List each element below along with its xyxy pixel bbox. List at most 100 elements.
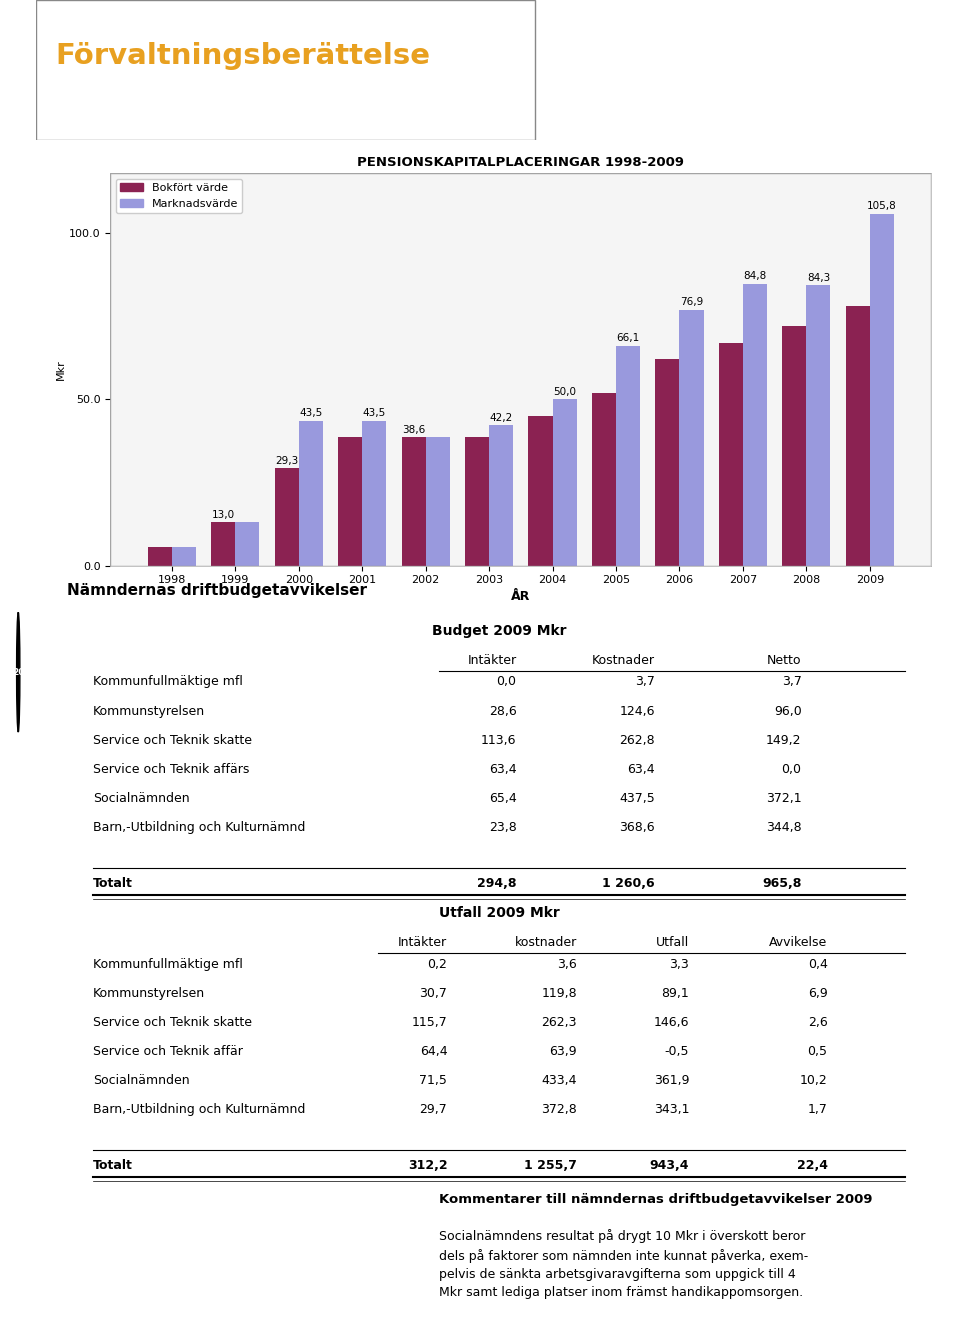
Text: Kommunfullmäktige mfl: Kommunfullmäktige mfl: [93, 957, 243, 970]
Text: 343,1: 343,1: [654, 1103, 689, 1117]
Text: 89,1: 89,1: [661, 986, 689, 1000]
Text: 6,9: 6,9: [807, 986, 828, 1000]
Bar: [616, 346, 640, 566]
Bar: [743, 284, 767, 566]
Text: 64,4: 64,4: [420, 1045, 447, 1058]
Text: 0,4: 0,4: [807, 957, 828, 970]
Bar: [211, 523, 235, 566]
Text: 0,0: 0,0: [781, 763, 802, 776]
Legend: Bokfört värde, Marknadsvärde: Bokfört värde, Marknadsvärde: [116, 178, 242, 213]
Bar: [172, 547, 196, 566]
Text: Utfall 2009 Mkr: Utfall 2009 Mkr: [439, 906, 560, 920]
Text: 262,8: 262,8: [619, 733, 655, 747]
Text: 3,6: 3,6: [557, 957, 577, 970]
Text: 43,5: 43,5: [363, 409, 386, 418]
Text: ÅRSREDOVISNING: ÅRSREDOVISNING: [13, 447, 23, 538]
Text: Totalt: Totalt: [93, 877, 133, 889]
Text: Kommunfullmäktige mfl: Kommunfullmäktige mfl: [93, 675, 243, 688]
Text: 63,9: 63,9: [549, 1045, 577, 1058]
Text: 23,8: 23,8: [489, 821, 516, 835]
Text: Service och Teknik skatte: Service och Teknik skatte: [93, 733, 252, 747]
Text: 372,8: 372,8: [541, 1103, 577, 1117]
Text: 119,8: 119,8: [541, 986, 577, 1000]
Text: 50,0: 50,0: [553, 386, 576, 397]
Text: 29,3: 29,3: [276, 455, 299, 466]
Text: 361,9: 361,9: [654, 1074, 689, 1087]
Text: 42,2: 42,2: [490, 413, 513, 423]
Bar: [275, 469, 299, 566]
Text: 3,7: 3,7: [635, 675, 655, 688]
Bar: [338, 437, 362, 566]
Text: Socialnämnden: Socialnämnden: [93, 792, 190, 805]
Text: 0,0: 0,0: [496, 675, 516, 688]
Text: 113,6: 113,6: [481, 733, 516, 747]
Bar: [299, 421, 323, 566]
Bar: [782, 326, 806, 566]
Text: 344,8: 344,8: [766, 821, 802, 835]
Title: PENSIONSKAPITALPLACERINGAR 1998-2009: PENSIONSKAPITALPLACERINGAR 1998-2009: [357, 156, 684, 169]
Text: 28,6: 28,6: [489, 704, 516, 717]
Text: 149,2: 149,2: [766, 733, 802, 747]
Bar: [870, 213, 894, 566]
Bar: [553, 399, 577, 566]
Text: 96,0: 96,0: [774, 704, 802, 717]
Text: 0,5: 0,5: [807, 1045, 828, 1058]
Text: Avvikelse: Avvikelse: [769, 936, 828, 949]
Bar: [719, 343, 743, 566]
Text: 943,4: 943,4: [650, 1159, 689, 1171]
Text: 63,4: 63,4: [489, 763, 516, 776]
Bar: [362, 421, 386, 566]
Text: Socialnämnden: Socialnämnden: [93, 1074, 190, 1087]
Bar: [465, 437, 489, 566]
Text: 2,6: 2,6: [807, 1016, 828, 1029]
Text: 84,3: 84,3: [806, 273, 830, 282]
Text: 76,9: 76,9: [680, 297, 703, 307]
Text: 13,0: 13,0: [211, 510, 235, 520]
Text: 105,8: 105,8: [867, 201, 897, 212]
Text: 30,7: 30,7: [420, 986, 447, 1000]
Text: 38,6: 38,6: [402, 425, 425, 434]
Text: 66,1: 66,1: [616, 333, 639, 343]
Text: 437,5: 437,5: [619, 792, 655, 805]
Bar: [656, 359, 680, 566]
Text: Intäkter: Intäkter: [468, 654, 516, 667]
FancyBboxPatch shape: [36, 0, 535, 140]
Text: Service och Teknik affärs: Service och Teknik affärs: [93, 763, 250, 776]
Text: 3,3: 3,3: [669, 957, 689, 970]
Y-axis label: Mkr: Mkr: [57, 359, 66, 379]
Text: 115,7: 115,7: [412, 1016, 447, 1029]
Text: 1,7: 1,7: [807, 1103, 828, 1117]
Circle shape: [16, 612, 20, 732]
Bar: [425, 437, 449, 566]
Text: -0,5: -0,5: [664, 1045, 689, 1058]
Text: 43,5: 43,5: [300, 409, 323, 418]
Text: 3,7: 3,7: [781, 675, 802, 688]
Text: Service och Teknik skatte: Service och Teknik skatte: [93, 1016, 252, 1029]
Text: Socialnämndens resultat på drygt 10 Mkr i överskott beror
dels på faktorer som n: Socialnämndens resultat på drygt 10 Mkr …: [439, 1230, 808, 1299]
Text: Budget 2009 Mkr: Budget 2009 Mkr: [432, 624, 566, 638]
Text: Barn,-Utbildning och Kulturnämnd: Barn,-Utbildning och Kulturnämnd: [93, 1103, 305, 1117]
Text: Intäkter: Intäkter: [398, 936, 447, 949]
Text: 433,4: 433,4: [541, 1074, 577, 1087]
Text: 262,3: 262,3: [541, 1016, 577, 1029]
Text: 1 260,6: 1 260,6: [602, 877, 655, 889]
Text: 84,8: 84,8: [743, 270, 766, 281]
Text: Netto: Netto: [767, 654, 802, 667]
Text: Barn,-Utbildning och Kulturnämnd: Barn,-Utbildning och Kulturnämnd: [93, 821, 305, 835]
Bar: [528, 415, 553, 566]
Text: 368,6: 368,6: [619, 821, 655, 835]
Text: Kostnader: Kostnader: [591, 654, 655, 667]
Bar: [489, 426, 514, 566]
Text: 63,4: 63,4: [627, 763, 655, 776]
Text: 372,1: 372,1: [766, 792, 802, 805]
Text: Kommentarer till nämndernas driftbudgetavvikelser 2009: Kommentarer till nämndernas driftbudgeta…: [439, 1193, 873, 1206]
Text: 146,6: 146,6: [654, 1016, 689, 1029]
Text: 0,2: 0,2: [427, 957, 447, 970]
Bar: [806, 285, 830, 566]
Text: 312,2: 312,2: [408, 1159, 447, 1171]
Bar: [846, 306, 870, 566]
Text: 124,6: 124,6: [619, 704, 655, 717]
Text: 2009: 2009: [13, 820, 23, 844]
Text: 22,4: 22,4: [797, 1159, 828, 1171]
Text: 20: 20: [12, 668, 24, 676]
